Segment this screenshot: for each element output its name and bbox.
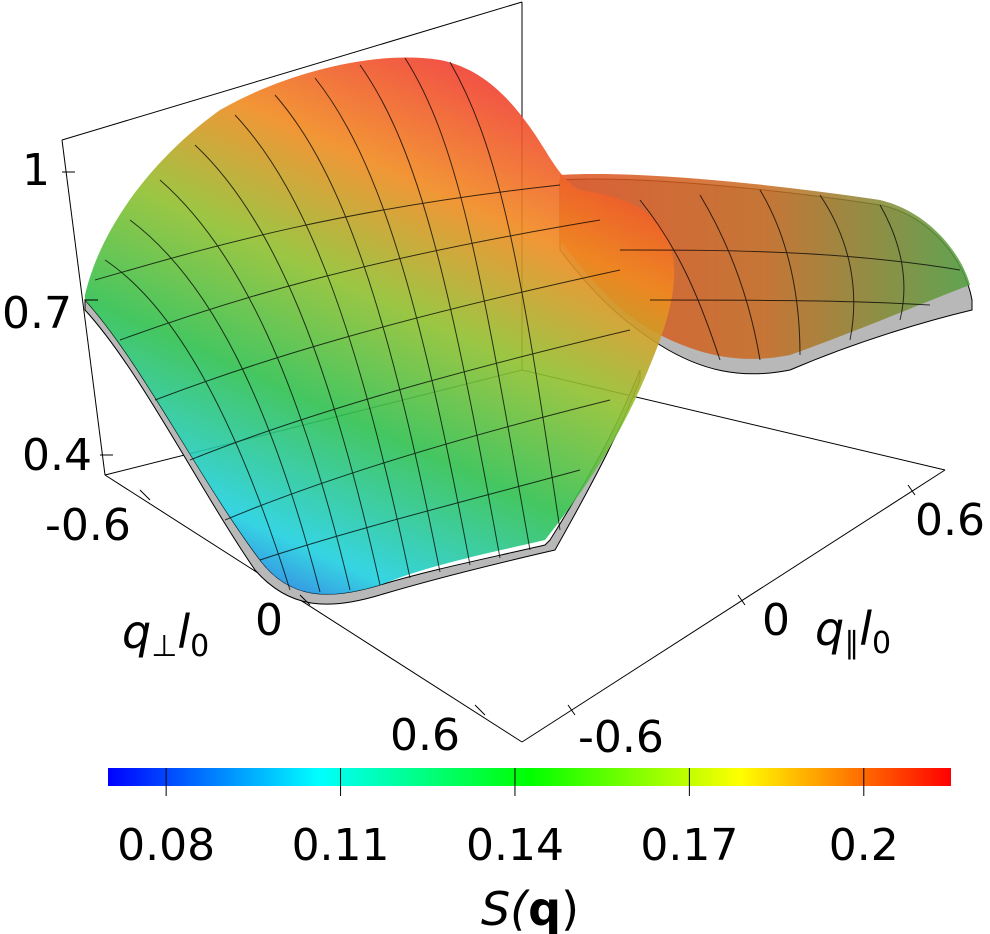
x-axis-title-main: q (815, 602, 844, 656)
grid-line (404, 57, 531, 551)
z-tick-labels: 1 0.7 0.4 (2, 145, 92, 481)
colorbar: 0.08 0.11 0.14 0.17 0.2 S(q) (108, 768, 951, 934)
grid-line (449, 61, 561, 531)
grid-line (189, 329, 631, 461)
grid-line (639, 199, 721, 361)
colorbar-tick-label: 0.14 (466, 820, 564, 871)
y-tick-label: 0 (255, 595, 283, 646)
grid-line (649, 299, 931, 306)
x-tick-marks (567, 484, 916, 716)
surface-front (85, 57, 675, 595)
grid-line (819, 194, 855, 341)
grid-line (129, 219, 321, 593)
frame-line (521, 469, 946, 743)
y-axis-title-main: q (122, 605, 151, 659)
colorbar-title-bold: q (528, 882, 561, 934)
y-tick-label: 0.6 (390, 710, 460, 761)
colorbar-gradient (108, 768, 951, 786)
frame-line (61, 139, 106, 476)
colorbar-tick-labels: 0.08 0.11 0.14 0.17 0.2 (117, 820, 899, 871)
grid-line (159, 179, 351, 591)
colorbar-tick-label: 0.2 (829, 820, 899, 871)
y-axis-title: q⊥l0 (122, 605, 209, 664)
colorbar-title-main: S( (481, 882, 530, 934)
y-axis-title-sub: ⊥ (151, 629, 177, 664)
grid-line (759, 189, 801, 356)
grid-line (94, 184, 561, 281)
z-tick-label: 0.7 (2, 288, 72, 339)
z-tick-label: 1 (22, 145, 50, 196)
grid-line (154, 269, 621, 401)
x-tick-mark (907, 484, 916, 496)
grid-line (104, 259, 291, 591)
grid-line (699, 194, 761, 361)
x-axis-title-sub2: 0 (872, 626, 891, 661)
x-tick-label: 0.6 (915, 495, 985, 546)
grid-line (234, 114, 411, 579)
colorbar-tick-label: 0.17 (640, 820, 738, 871)
colorbar-title-end: ) (561, 882, 579, 934)
z-ticks (62, 171, 113, 456)
z-tick-label: 0.4 (22, 430, 92, 481)
x-tick-labels: -0.6 0 0.6 (578, 495, 985, 763)
surface-plot (84, 57, 973, 605)
x-tick-mark (567, 704, 576, 716)
x-tick-label: -0.6 (578, 712, 664, 763)
y-tick-mark (474, 704, 486, 716)
colorbar-tick-label: 0.11 (292, 820, 390, 871)
y-tick-labels: -0.6 0 0.6 (45, 500, 460, 761)
grid-line (119, 219, 601, 341)
grid-line (879, 204, 905, 321)
grid-line (194, 144, 381, 586)
x-tick-label: 0 (762, 595, 790, 646)
grid-line (314, 77, 471, 566)
surface-grid (94, 57, 631, 593)
x-tick-mark (737, 594, 746, 606)
x-axis-title: q∥l0 (815, 602, 891, 661)
colorbar-tick-label: 0.08 (117, 820, 215, 871)
y-tick-mark (139, 489, 151, 501)
frame-line (104, 474, 523, 743)
y-axis-title-main2: l (177, 605, 190, 659)
x-axis-title-sub: ∥ (844, 626, 859, 661)
grid-line (259, 469, 581, 561)
y-tick-label: -0.6 (45, 500, 131, 551)
grid-line (224, 399, 611, 521)
grid-line (619, 249, 961, 271)
frame-line (61, 1, 523, 141)
y-tick-marks (139, 489, 486, 716)
surface-grid-back (619, 189, 961, 361)
colorbar-title: S(q) (481, 882, 579, 934)
grid-line (274, 94, 441, 573)
x-axis-title-main2: l (859, 602, 872, 656)
y-tick-mark (299, 594, 311, 606)
grid-line (359, 64, 501, 559)
colorbar-ticks (165, 768, 865, 796)
y-axis-title-sub2: 0 (190, 629, 209, 664)
